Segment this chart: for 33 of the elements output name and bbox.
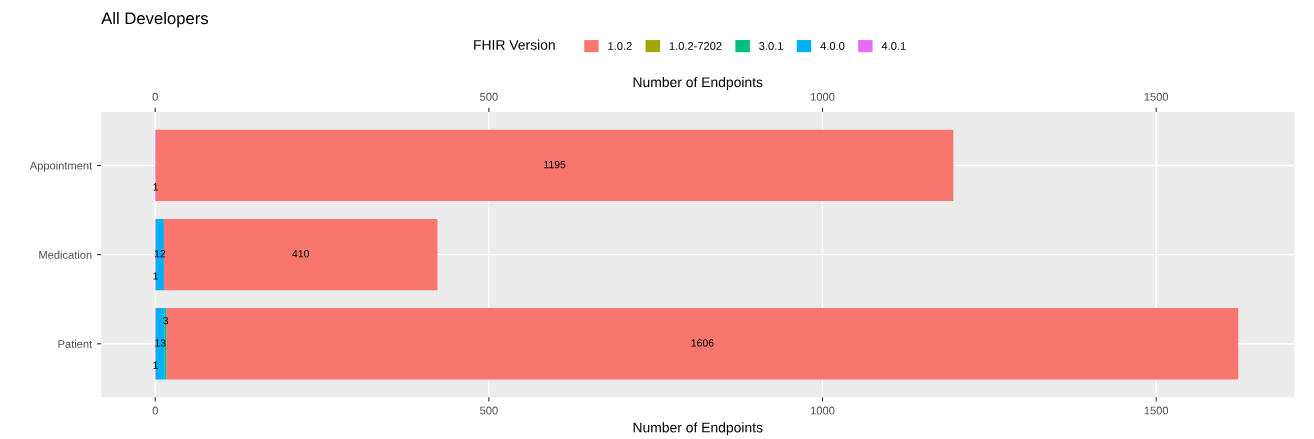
data-label: 1 <box>153 272 158 280</box>
x2-tick-label: 500 <box>480 92 498 101</box>
x2-tick-label: 1000 <box>811 92 835 101</box>
bar <box>155 308 165 380</box>
data-label: 410 <box>292 250 309 258</box>
x2-axis-title: Number of Endpoints <box>633 76 763 90</box>
x-axis-title: Number of Endpoints <box>633 422 763 436</box>
y-tick-label: Medication <box>39 250 92 259</box>
bar <box>155 218 164 291</box>
y-tick-label: Appointment <box>29 161 93 172</box>
x-tick-label: 500 <box>480 406 498 415</box>
bar <box>164 308 167 380</box>
x-tick-label: 1000 <box>811 406 835 415</box>
data-label: 3 <box>163 316 169 325</box>
x-tick-label: 1500 <box>1144 406 1169 415</box>
legend-label: 3.0.1 <box>759 42 783 50</box>
x-tick-label: 0 <box>152 406 158 415</box>
x2-tick-label: 0 <box>152 92 158 101</box>
data-label: 1 <box>153 361 158 369</box>
data-label: 1 <box>153 183 158 191</box>
y-tick-label: Patient <box>58 339 93 348</box>
legend-title: FHIR Version <box>474 39 555 50</box>
chart-title: All Developers <box>101 11 209 28</box>
legend-label: 4.0.0 <box>820 42 845 50</box>
data-label: 1195 <box>544 160 566 169</box>
bar <box>166 308 1239 380</box>
x2-tick-label: 1500 <box>1144 92 1169 101</box>
legend-label: 4.0.1 <box>881 42 906 50</box>
data-label: 1606 <box>691 339 714 347</box>
legend-label: 1.0.2 <box>608 42 632 50</box>
legend-label: 1.0.2-7202 <box>669 42 722 50</box>
bar <box>163 218 438 291</box>
bar <box>155 129 954 202</box>
